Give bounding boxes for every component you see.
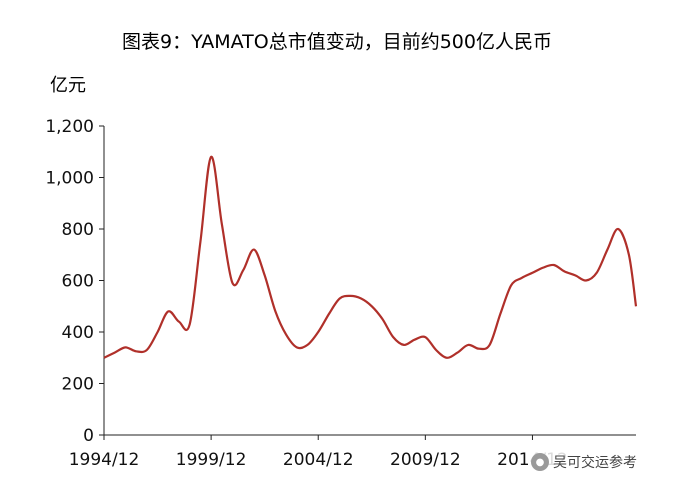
data-point [135, 350, 137, 352]
y-tick-label: 200 [62, 375, 94, 395]
data-point [199, 241, 201, 243]
data-point [157, 331, 159, 333]
y-tick-label: 800 [62, 220, 94, 240]
data-point [178, 321, 180, 323]
y-tick-label: 600 [62, 272, 94, 292]
data-point [124, 346, 126, 348]
data-point [210, 156, 212, 158]
data-point [103, 357, 105, 359]
data-point [328, 313, 330, 315]
data-point [635, 305, 637, 307]
data-point [510, 285, 512, 287]
data-point [392, 336, 394, 338]
series-line-market-cap [103, 155, 638, 359]
data-point [585, 280, 587, 282]
data-point [264, 274, 266, 276]
data-point [478, 348, 480, 350]
data-point [232, 282, 234, 284]
data-point [307, 344, 309, 346]
y-tick-group: 0 200 400 600 800 1,000 1,200 [45, 117, 104, 446]
data-point [114, 352, 116, 354]
data-point [531, 272, 533, 274]
y-tick-label: 400 [62, 323, 94, 343]
x-tick-label: 2004/12 [283, 450, 354, 470]
chart-title: 图表9：YAMATO总市值变动，目前约500亿人民币 [122, 31, 552, 53]
data-point [489, 344, 491, 346]
data-point [221, 223, 223, 225]
y-tick-label: 1,000 [45, 169, 94, 189]
data-point [317, 331, 319, 333]
data-point [339, 298, 341, 300]
data-point [467, 344, 469, 346]
data-point [274, 310, 276, 312]
y-tick-label: 1,200 [45, 117, 94, 137]
watermark-text: 吴可交运参考 [553, 455, 637, 471]
data-point [628, 254, 630, 256]
data-point [435, 349, 437, 351]
data-point [285, 334, 287, 336]
wechat-icon: ● [531, 453, 549, 471]
x-tick-label: 1994/12 [69, 450, 140, 470]
data-point [606, 249, 608, 251]
data-point [242, 269, 244, 271]
y-tick-label: 0 [83, 426, 94, 446]
data-point [296, 346, 298, 348]
data-point [349, 295, 351, 297]
x-tick-label: 2009/12 [390, 450, 461, 470]
data-point [574, 274, 576, 276]
data-point [189, 323, 191, 325]
data-point [499, 313, 501, 315]
data-point [521, 277, 523, 279]
data-point [360, 298, 362, 300]
data-point [403, 344, 405, 346]
data-point [596, 272, 598, 274]
data-point [553, 264, 555, 266]
data-point [446, 357, 448, 359]
data-point [564, 270, 566, 272]
data-point [617, 228, 619, 230]
data-point [167, 310, 169, 312]
data-point [456, 352, 458, 354]
data-point [371, 305, 373, 307]
watermark: ● 吴可交运参考 [528, 450, 640, 474]
x-tick-label: 1999/12 [176, 450, 247, 470]
data-point [253, 249, 255, 251]
data-point [542, 267, 544, 269]
data-point [381, 318, 383, 320]
data-point [414, 339, 416, 341]
data-point [146, 349, 148, 351]
data-point [424, 336, 426, 338]
y-axis-unit: 亿元 [50, 75, 86, 96]
